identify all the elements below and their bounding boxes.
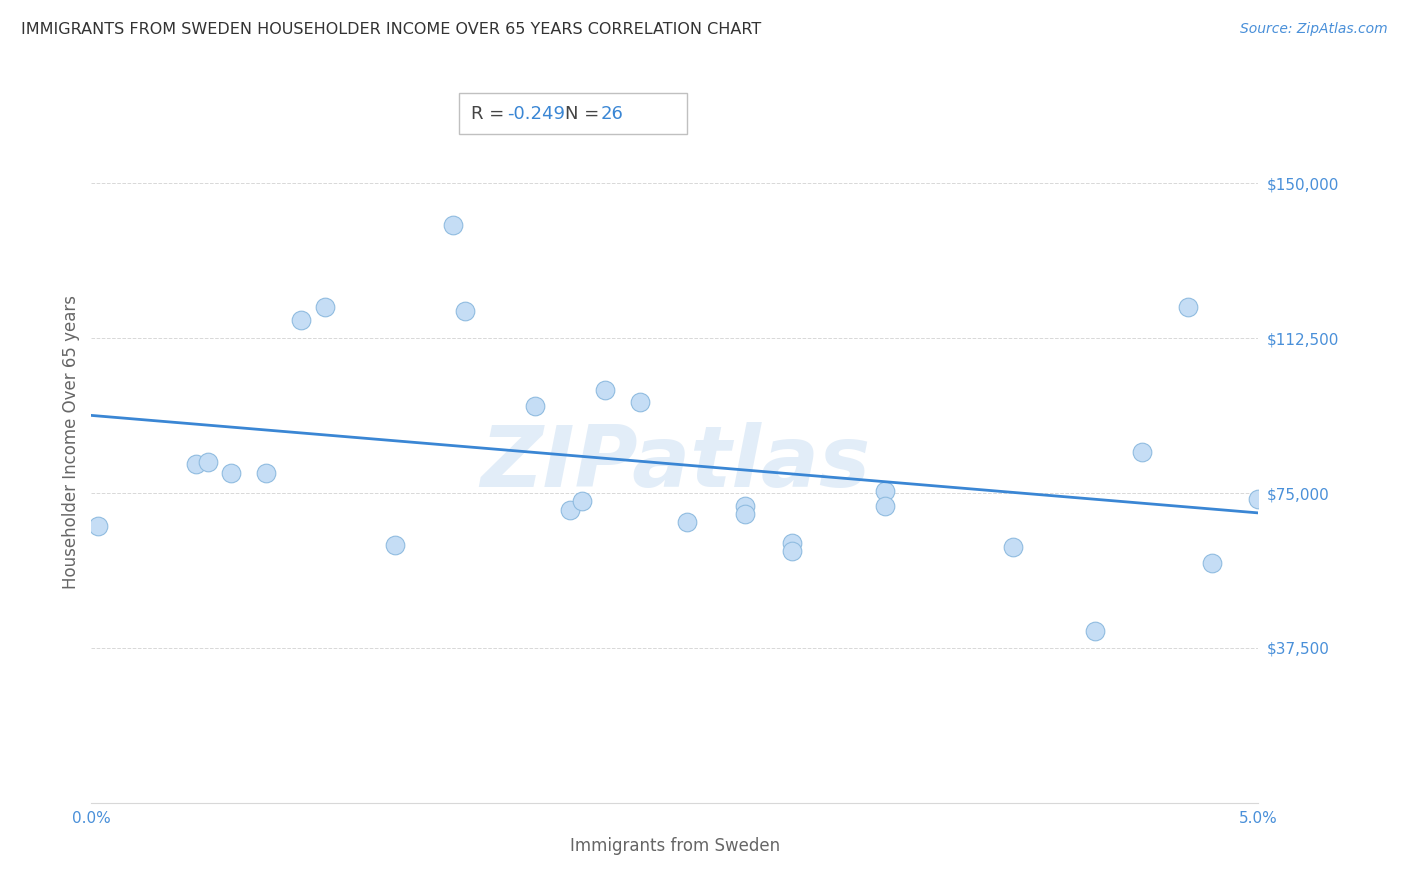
Point <box>454 304 477 318</box>
Point <box>780 535 803 549</box>
Point <box>254 466 277 480</box>
Point <box>221 466 243 480</box>
Point <box>628 395 651 409</box>
X-axis label: Immigrants from Sweden: Immigrants from Sweden <box>569 838 780 855</box>
Text: IMMIGRANTS FROM SWEDEN HOUSEHOLDER INCOME OVER 65 YEARS CORRELATION CHART: IMMIGRANTS FROM SWEDEN HOUSEHOLDER INCOM… <box>21 22 761 37</box>
Point <box>593 383 616 397</box>
Point <box>780 544 803 558</box>
Point <box>1177 301 1199 315</box>
Point <box>523 400 546 414</box>
Text: Source: ZipAtlas.com: Source: ZipAtlas.com <box>1240 22 1388 37</box>
Point <box>734 499 756 513</box>
Point <box>734 507 756 521</box>
Text: 26: 26 <box>600 104 623 122</box>
Point <box>186 457 208 471</box>
Text: N =: N = <box>565 104 605 122</box>
Point <box>1130 445 1153 459</box>
Point <box>314 301 336 315</box>
Point <box>1084 624 1107 639</box>
Point <box>441 218 464 232</box>
Point <box>290 312 312 326</box>
Y-axis label: Householder Income Over 65 years: Householder Income Over 65 years <box>62 294 80 589</box>
Point <box>1002 540 1025 554</box>
Point <box>384 538 406 552</box>
Text: ZIPatlas: ZIPatlas <box>479 422 870 505</box>
Text: -0.249: -0.249 <box>506 104 565 122</box>
Point <box>873 499 896 513</box>
Point <box>87 519 110 533</box>
FancyBboxPatch shape <box>458 93 686 135</box>
Point <box>571 494 593 508</box>
Point <box>197 455 219 469</box>
Point <box>1247 492 1270 507</box>
Text: R =: R = <box>471 104 509 122</box>
Point <box>1201 557 1223 571</box>
Point <box>873 484 896 499</box>
Point <box>558 502 581 516</box>
Point <box>675 515 697 529</box>
